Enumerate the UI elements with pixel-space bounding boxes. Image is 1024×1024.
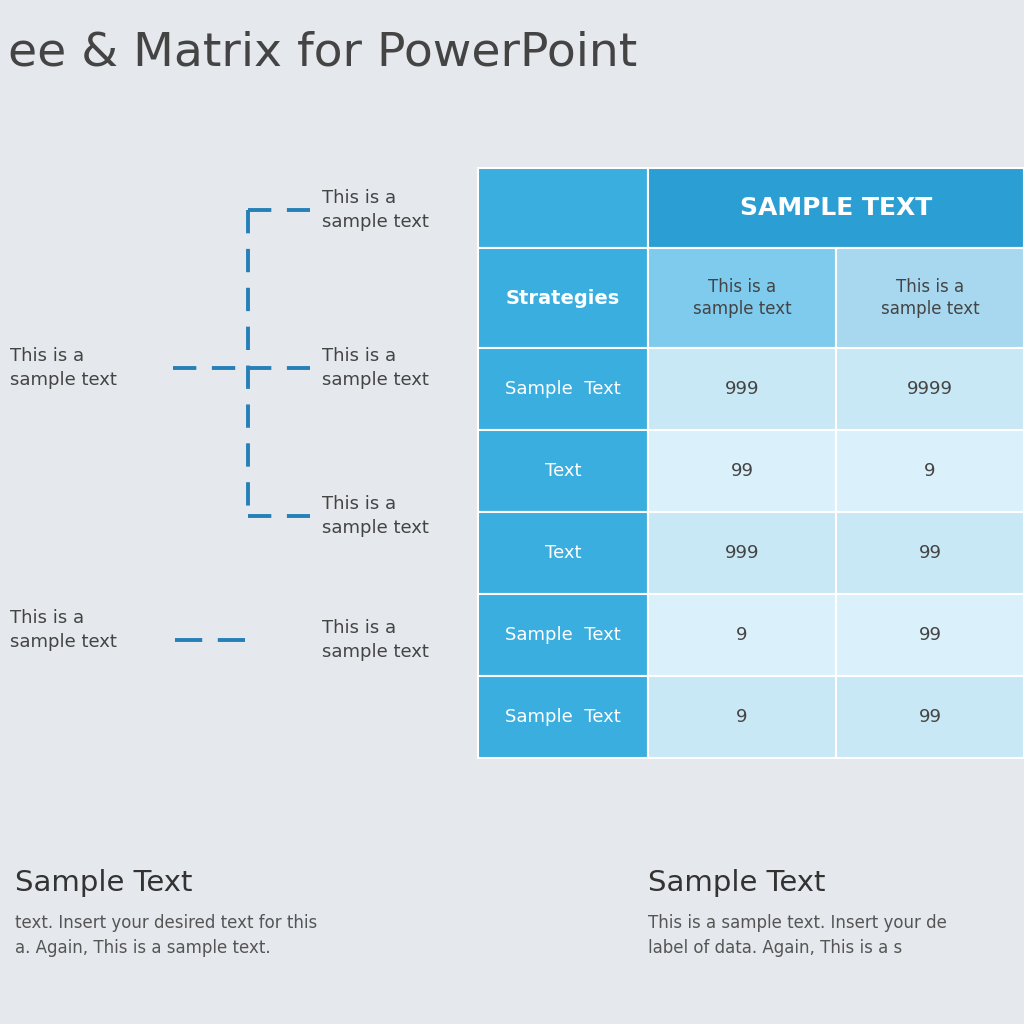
Text: 999: 999 bbox=[725, 544, 759, 562]
Text: 9: 9 bbox=[736, 626, 748, 644]
Bar bbox=[478, 348, 648, 430]
Bar bbox=[836, 248, 1024, 348]
Bar bbox=[836, 348, 1024, 430]
Bar bbox=[648, 168, 1024, 248]
Bar bbox=[478, 594, 648, 676]
Bar bbox=[478, 168, 648, 248]
Bar bbox=[478, 248, 648, 348]
Bar bbox=[648, 512, 836, 594]
Text: This is a
sample text: This is a sample text bbox=[322, 496, 429, 537]
Text: 9: 9 bbox=[736, 708, 748, 726]
Text: This is a sample text. Insert your de
label of data. Again, This is a s: This is a sample text. Insert your de la… bbox=[648, 914, 947, 957]
Text: ee & Matrix for PowerPoint: ee & Matrix for PowerPoint bbox=[8, 30, 637, 75]
Text: This is a
sample text: This is a sample text bbox=[10, 347, 117, 389]
Text: text. Insert your desired text for this
a. Again, This is a sample text.: text. Insert your desired text for this … bbox=[15, 914, 317, 957]
Text: 99: 99 bbox=[919, 544, 941, 562]
Text: Sample Text: Sample Text bbox=[648, 869, 825, 897]
Bar bbox=[648, 248, 836, 348]
Text: This is a
sample text: This is a sample text bbox=[10, 609, 117, 651]
Text: 999: 999 bbox=[725, 380, 759, 398]
Text: This is a
sample text: This is a sample text bbox=[692, 278, 792, 318]
Text: Strategies: Strategies bbox=[506, 289, 621, 307]
Text: SAMPLE TEXT: SAMPLE TEXT bbox=[740, 196, 932, 220]
Bar bbox=[836, 594, 1024, 676]
Bar bbox=[836, 430, 1024, 512]
Bar bbox=[648, 348, 836, 430]
Bar bbox=[478, 676, 648, 758]
Text: Sample  Text: Sample Text bbox=[505, 380, 621, 398]
Text: 9: 9 bbox=[925, 462, 936, 480]
Text: 9999: 9999 bbox=[907, 380, 953, 398]
Text: Text: Text bbox=[545, 462, 582, 480]
Text: This is a
sample text: This is a sample text bbox=[322, 620, 429, 660]
Text: 99: 99 bbox=[919, 708, 941, 726]
Bar bbox=[648, 594, 836, 676]
Bar bbox=[648, 430, 836, 512]
Text: 99: 99 bbox=[730, 462, 754, 480]
Bar bbox=[836, 676, 1024, 758]
Text: 99: 99 bbox=[919, 626, 941, 644]
Bar bbox=[648, 676, 836, 758]
Text: This is a
sample text: This is a sample text bbox=[322, 347, 429, 389]
Bar bbox=[836, 512, 1024, 594]
Text: Sample  Text: Sample Text bbox=[505, 708, 621, 726]
Text: This is a
sample text: This is a sample text bbox=[881, 278, 979, 318]
Text: Text: Text bbox=[545, 544, 582, 562]
Text: This is a
sample text: This is a sample text bbox=[322, 189, 429, 230]
Text: Sample  Text: Sample Text bbox=[505, 626, 621, 644]
Bar bbox=[478, 430, 648, 512]
Text: Sample Text: Sample Text bbox=[15, 869, 193, 897]
Bar bbox=[478, 512, 648, 594]
